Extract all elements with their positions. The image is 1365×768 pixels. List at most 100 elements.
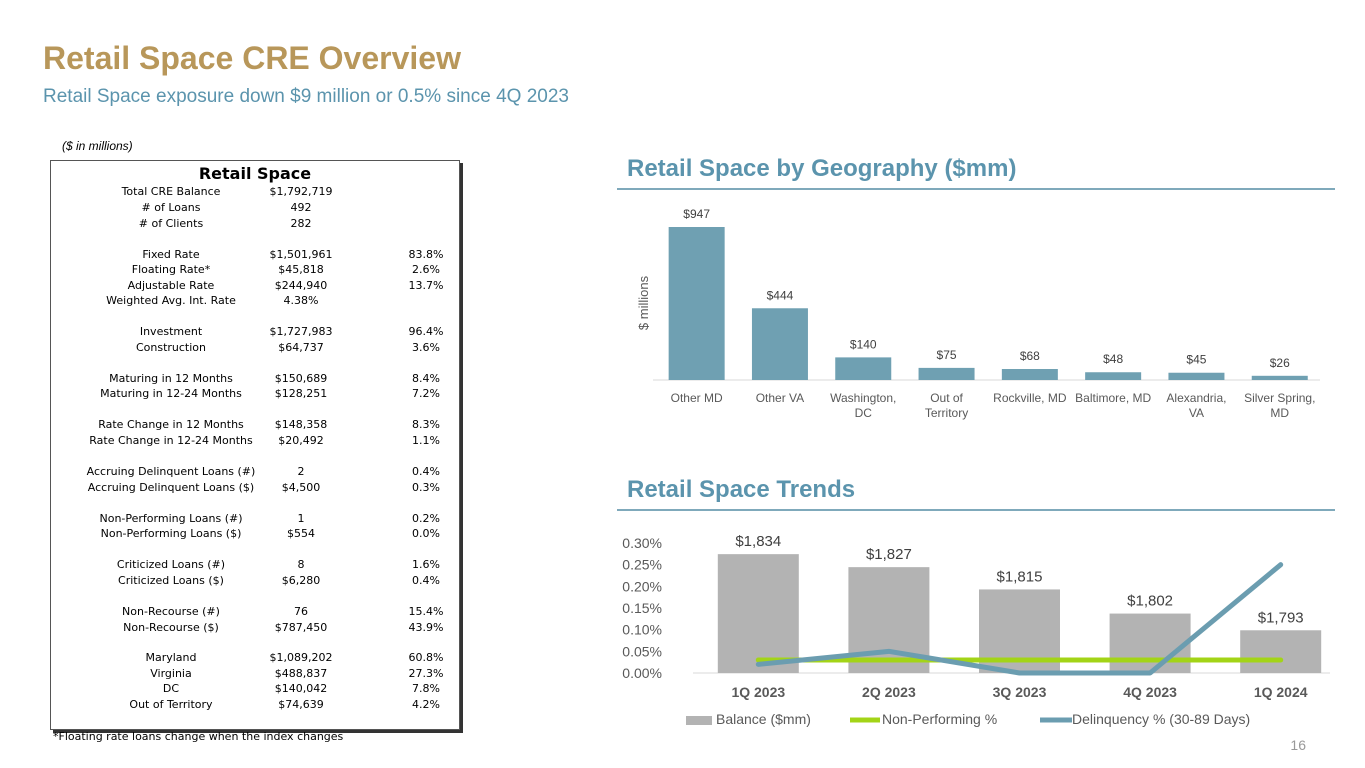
table-row: Accruing Delinquent Loans ($) $4,500 0.3% (51, 481, 459, 496)
table-row: DC $140,042 7.8% (51, 682, 459, 697)
table-row: # of Loans 492 (51, 201, 459, 216)
table-row: Adjustable Rate $244,940 13.7% (51, 279, 459, 294)
row-label: # of Loans (141, 201, 201, 214)
row-value: $1,501,961 (269, 248, 333, 261)
data-label: $45 (1186, 353, 1206, 367)
row-percent: 1.1% (412, 434, 440, 447)
row-label: Maryland (145, 651, 197, 664)
row-value: $1,727,983 (269, 325, 333, 338)
bar (717, 554, 799, 673)
tick-label: MD (1270, 406, 1289, 420)
row-percent: 3.6% (412, 341, 440, 354)
table-row: Maturing in 12-24 Months $128,251 7.2% (51, 387, 459, 402)
data-label: $1,827 (866, 546, 912, 563)
y-tick-label: 0.15% (622, 600, 662, 616)
row-label: Non-Performing Loans ($) (100, 527, 242, 540)
y-tick-label: 0.25% (622, 557, 662, 573)
row-percent: 13.7% (408, 279, 444, 292)
table-row: Investment $1,727,983 96.4% (51, 325, 459, 340)
bar (1109, 613, 1191, 673)
row-label: Out of Territory (129, 698, 213, 711)
row-percent: 7.8% (412, 682, 440, 695)
bar (668, 227, 725, 380)
row-value: $150,689 (274, 372, 328, 385)
table-heading: Retail Space (198, 164, 312, 183)
row-value: 282 (290, 217, 312, 230)
row-value: $4,500 (281, 481, 321, 494)
row-percent: 0.4% (412, 465, 440, 478)
row-label: Accruing Delinquent Loans ($) (87, 481, 255, 494)
trend-chart-title: Retail Space Trends (627, 476, 856, 503)
tick-label: 3Q 2023 (993, 684, 1047, 700)
tick-label: Other VA (756, 391, 804, 405)
geo-chart-title: Retail Space by Geography ($mm) (627, 155, 1017, 182)
unit-note: ($ in millions) (62, 139, 133, 153)
geo-title-rule (617, 188, 1335, 190)
row-label: Non-Recourse ($) (123, 621, 219, 634)
data-label: $444 (767, 288, 794, 302)
y-tick-label: 0.30% (622, 535, 662, 551)
tick-label: Alexandria, (1166, 391, 1226, 405)
bar (1085, 372, 1142, 380)
row-percent: 4.2% (412, 698, 440, 711)
table-row: Rate Change in 12-24 Months $20,492 1.1% (51, 434, 459, 449)
table-row: Floating Rate* $45,818 2.6% (51, 263, 459, 278)
trend-combo-chart: 0.00% 0.05% 0.10% 0.15% 0.20% 0.25% 0.30% $1,83… (622, 533, 1330, 727)
table-row: Out of Territory $74,639 4.2% (51, 698, 459, 713)
table-row: Criticized Loans ($) $6,280 0.4% (51, 574, 459, 589)
row-label: Rate Change in 12 Months (98, 418, 244, 431)
row-percent: 43.9% (408, 621, 444, 634)
row-percent: 0.3% (412, 481, 440, 494)
y-axis-label: $ millions (636, 275, 651, 330)
row-value: $6,280 (281, 574, 321, 587)
row-label: Total CRE Balance (121, 185, 221, 198)
row-percent: 7.2% (412, 387, 440, 400)
bar (1001, 369, 1058, 380)
tick-label: Washington, (830, 391, 896, 405)
y-tick-label: 0.20% (622, 578, 662, 594)
data-label: $1,793 (1258, 609, 1304, 626)
tick-label: 2Q 2023 (862, 684, 916, 700)
data-label: $1,834 (735, 533, 781, 550)
row-percent: 15.4% (408, 605, 444, 618)
data-label: $26 (1270, 356, 1290, 370)
legend-label: Balance ($mm) (716, 711, 811, 727)
row-percent: 27.3% (408, 667, 444, 680)
row-label: Fixed Rate (142, 248, 200, 261)
data-label: $1,802 (1127, 593, 1173, 610)
tick-label: 1Q 2024 (1254, 684, 1308, 700)
row-label: Criticized Loans (#) (116, 558, 226, 571)
row-value: $1,792,719 (269, 185, 333, 198)
tick-label: Out of (930, 391, 963, 405)
table-row: Criticized Loans (#) 8 1.6% (51, 558, 459, 573)
tick-label: VA (1189, 406, 1204, 420)
row-label: Non-Performing Loans (#) (99, 512, 243, 525)
tick-label: Silver Spring, (1244, 391, 1315, 405)
row-value: $787,450 (274, 621, 328, 634)
table-row: Virginia $488,837 27.3% (51, 667, 459, 682)
row-percent: 0.4% (412, 574, 440, 587)
table-row: Total CRE Balance $1,792,719 (51, 185, 459, 200)
row-label: Investment (139, 325, 203, 338)
row-percent: 0.0% (412, 527, 440, 540)
bar (1240, 630, 1322, 673)
data-label: $68 (1020, 349, 1040, 363)
retail-space-table: Retail Space Total CRE Balance $1,792,719… (50, 160, 460, 730)
row-label: Criticized Loans ($) (118, 574, 224, 587)
row-value: $45,818 (278, 263, 324, 276)
row-value: 8 (297, 558, 305, 571)
row-value: 492 (290, 201, 312, 214)
table-row: Non-Performing Loans (#) 1 0.2% (51, 512, 459, 527)
row-label: Weighted Avg. Int. Rate (106, 294, 236, 307)
page-number: 16 (1290, 737, 1306, 753)
page-subtitle: Retail Space exposure down $9 million or… (43, 86, 569, 107)
table-row: Non-Recourse (#) 76 15.4% (51, 605, 459, 620)
table-row: Non-Recourse ($) $787,450 43.9% (51, 621, 459, 636)
row-label: Accruing Delinquent Loans (#) (86, 465, 256, 478)
row-label: Adjustable Rate (127, 279, 215, 292)
row-value: $128,251 (274, 387, 328, 400)
row-label: # of Clients (138, 217, 204, 230)
data-label: $48 (1103, 352, 1123, 366)
row-percent: 8.4% (412, 372, 440, 385)
legend-swatch-balance (686, 716, 712, 725)
